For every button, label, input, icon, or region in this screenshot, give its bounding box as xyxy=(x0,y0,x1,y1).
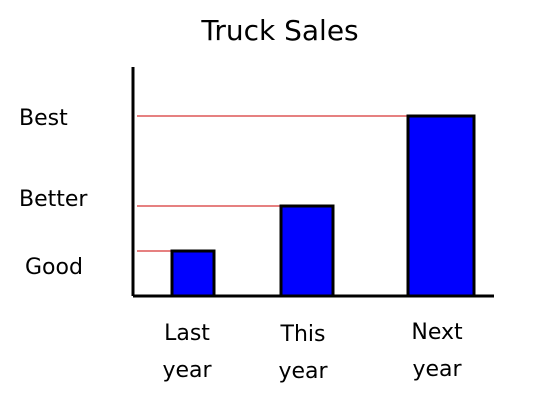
category-label: year xyxy=(278,359,328,384)
reference-lines xyxy=(137,115,408,252)
category-label: year xyxy=(412,357,462,382)
bar xyxy=(279,204,335,298)
category-label: Last xyxy=(164,321,210,346)
y-level-labels: Good Better Best xyxy=(19,106,88,280)
category-label: year xyxy=(162,358,212,383)
category-labels: Last year This year Next year xyxy=(162,320,463,384)
y-level-label: Good xyxy=(25,255,83,280)
category-label: This xyxy=(280,322,326,347)
bars xyxy=(170,114,476,298)
y-level-label: Best xyxy=(19,106,68,131)
bar xyxy=(406,114,476,298)
category-label: Next xyxy=(411,320,463,345)
bar xyxy=(170,249,216,298)
chart-title: Truck Sales xyxy=(200,14,358,47)
axes xyxy=(131,67,494,298)
y-level-label: Better xyxy=(19,187,88,212)
